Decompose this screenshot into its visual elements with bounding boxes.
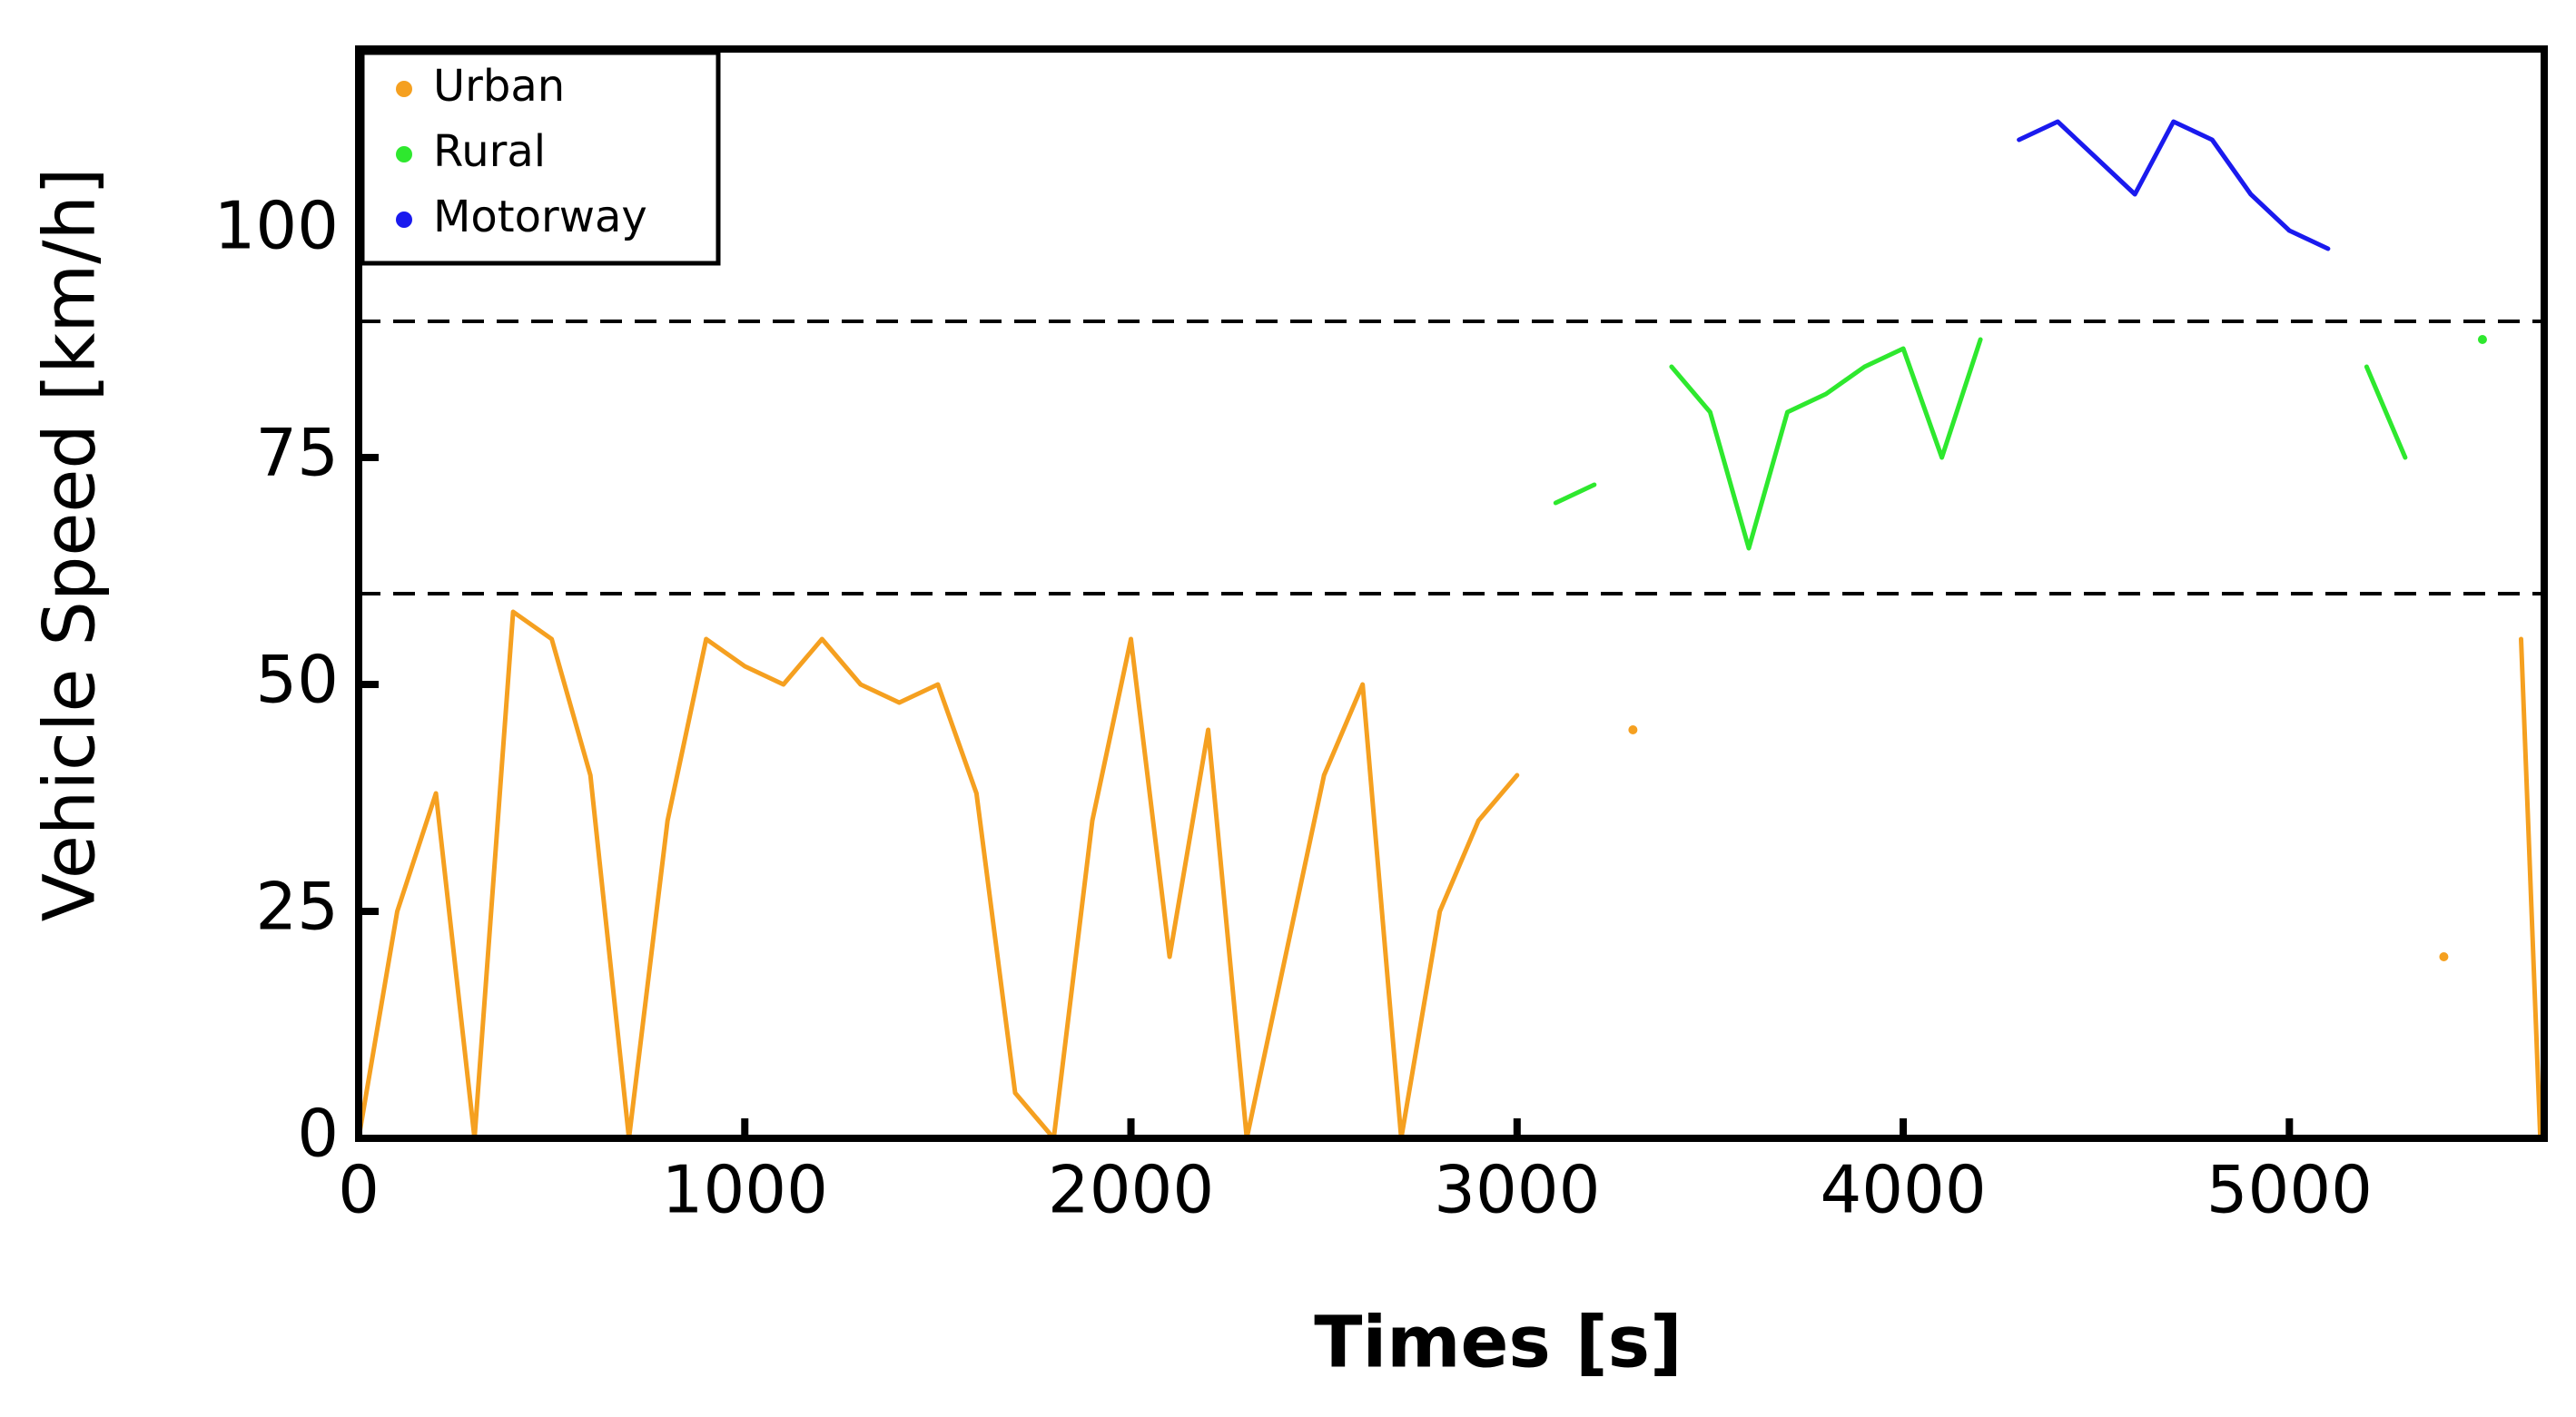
point [2477,335,2487,344]
series-line [356,609,2543,1141]
legend-marker [396,146,412,162]
legend-box [360,50,721,266]
y-tick-label: 100 [214,188,339,264]
legend-marker [396,81,412,97]
legend-label: Rural [433,126,546,177]
point [1628,725,1638,734]
x-tick-label: 5000 [2206,1152,2373,1228]
y-tick-label: 50 [255,642,339,718]
x-tick-label: 0 [338,1152,380,1228]
legend-label: Urban [433,61,565,112]
y-tick-label: 75 [255,415,339,491]
series-line [2017,119,2331,251]
plot-frame [355,45,2548,1142]
x-tick-label: 4000 [1820,1152,1986,1228]
series-line [1555,339,2482,548]
legend-marker [396,212,412,228]
y-axis-title: Vehicle Speed [km/h] [29,168,111,922]
y-tick-label: 25 [255,869,339,945]
x-tick-label: 2000 [1048,1152,1214,1228]
y-tick-label: 0 [297,1096,339,1172]
x-tick-label: 1000 [662,1152,828,1228]
x-axis-title: Times [s] [1314,1302,1682,1383]
legend-label: Motorway [433,192,647,242]
point [2439,952,2449,961]
x-tick-label: 3000 [1434,1152,1600,1228]
